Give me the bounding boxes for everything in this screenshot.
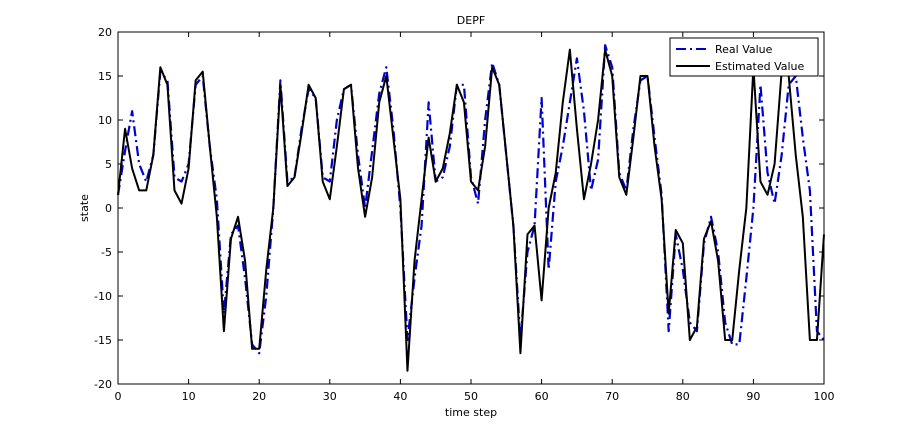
x-tick-label: 60 <box>535 390 549 403</box>
y-tick-label: 0 <box>105 202 112 215</box>
x-tick-label: 90 <box>746 390 760 403</box>
x-axis-label: time step <box>445 406 497 419</box>
x-tick-label: 0 <box>115 390 122 403</box>
y-tick-label: 15 <box>98 70 112 83</box>
x-tick-label: 20 <box>252 390 266 403</box>
chart-title: DEPF <box>457 14 485 27</box>
x-tick-label: 10 <box>182 390 196 403</box>
x-tick-label: 80 <box>676 390 690 403</box>
x-tick-label: 40 <box>393 390 407 403</box>
y-tick-label: 10 <box>98 114 112 127</box>
legend-box <box>669 37 819 77</box>
y-tick-label: 5 <box>105 158 112 171</box>
x-tick-label: 30 <box>323 390 337 403</box>
axis-ticks: 0 10 20 30 40 50 60 70 80 90 100 -20 -15 -10 -5 0 5 10 15 2… <box>94 26 834 403</box>
y-tick-label: 20 <box>98 26 112 39</box>
y-tick-label: -15 <box>94 334 112 347</box>
series-line-estimated-value <box>117 48 825 372</box>
x-tick-label: 70 <box>605 390 619 403</box>
y-tick-label: -20 <box>94 378 112 391</box>
legend-label: Estimated Value <box>715 60 805 73</box>
y-axis-label: state <box>78 194 91 222</box>
legend: Real Value Estimated Value <box>669 37 819 77</box>
y-tick-label: -5 <box>101 246 112 259</box>
y-tick-label: -10 <box>94 290 112 303</box>
plot-area <box>117 31 825 385</box>
legend-label: Real Value <box>715 43 773 56</box>
x-tick-label: 50 <box>464 390 478 403</box>
series-layer <box>116 44 825 372</box>
x-tick-label: 100 <box>814 390 835 403</box>
